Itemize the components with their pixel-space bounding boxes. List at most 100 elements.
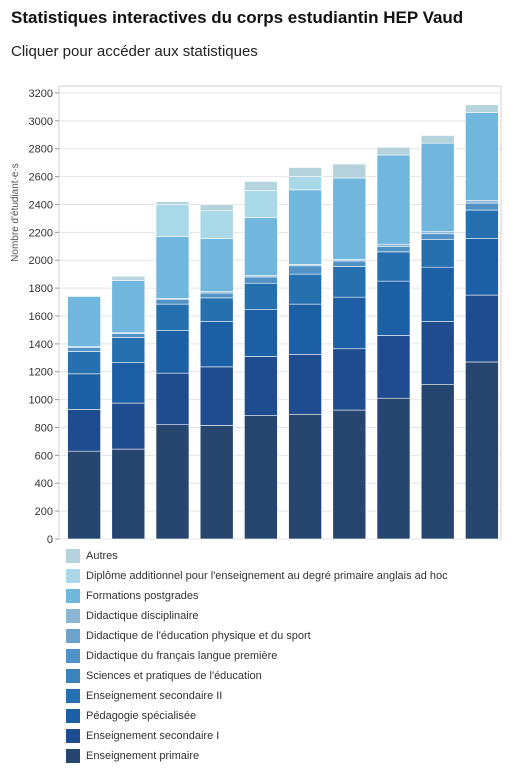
bar-segment[interactable]	[111, 362, 146, 404]
bar-segment[interactable]	[332, 163, 367, 179]
bar-segment[interactable]	[155, 424, 190, 540]
bar-segment[interactable]	[244, 276, 278, 284]
bar-segment[interactable]	[199, 204, 234, 212]
bar-segment[interactable]	[244, 190, 278, 219]
legend-item[interactable]: Enseignement secondaire I	[66, 726, 448, 746]
bar-segment[interactable]	[155, 201, 190, 205]
legend-item[interactable]: Enseignement secondaire II	[66, 686, 448, 706]
bar-segment[interactable]	[376, 280, 411, 336]
bar-segment[interactable]	[155, 372, 190, 426]
bar-segment[interactable]	[465, 202, 499, 211]
bar-segment[interactable]	[111, 448, 146, 540]
bar-segment[interactable]	[332, 348, 367, 411]
legend-item[interactable]: Formations postgrades	[66, 586, 448, 606]
bar-segment[interactable]	[465, 294, 499, 363]
bar-segment[interactable]	[465, 209, 499, 239]
legend-swatch	[66, 649, 80, 663]
bar-segment[interactable]	[199, 297, 234, 322]
bar-segment[interactable]	[288, 167, 322, 177]
bar-segment[interactable]	[155, 204, 190, 237]
bar-segment[interactable]	[199, 425, 234, 540]
bar-segment[interactable]	[67, 409, 101, 452]
bar-segment[interactable]	[111, 337, 146, 363]
bar-segment[interactable]	[465, 112, 499, 201]
bar-segment[interactable]	[67, 373, 101, 410]
bar-segment[interactable]	[111, 402, 146, 450]
legend-item[interactable]: Pédagogie spécialisée	[66, 706, 448, 726]
bar-segment[interactable]	[155, 303, 190, 331]
bar-segment[interactable]	[244, 181, 278, 191]
legend-item[interactable]: Didactique de l'éducation physique et du…	[66, 626, 448, 646]
bar-segment[interactable]	[420, 321, 455, 385]
bar-segment[interactable]	[244, 309, 278, 357]
legend-swatch	[66, 669, 80, 683]
legend-item[interactable]: Enseignement primaire	[66, 746, 448, 766]
legend-item[interactable]: Didactique disciplinaire	[66, 606, 448, 626]
legend-item[interactable]: Autres	[66, 546, 448, 566]
bar-segment[interactable]	[288, 189, 322, 265]
bar-segment[interactable]	[420, 233, 455, 240]
y-tick-label: 3200	[29, 88, 53, 100]
bar-segment[interactable]	[376, 245, 411, 253]
bar-segment[interactable]	[199, 292, 234, 299]
bar-segment[interactable]	[288, 176, 322, 191]
bar-segment[interactable]	[67, 351, 101, 375]
bar-segment[interactable]	[155, 330, 190, 374]
bar-segment[interactable]	[155, 298, 190, 305]
bar-segment[interactable]	[465, 104, 499, 113]
bar-segment[interactable]	[199, 321, 234, 368]
bar-segment[interactable]	[332, 296, 367, 350]
bar-segment[interactable]	[332, 260, 367, 267]
bar-segment[interactable]	[288, 265, 322, 275]
bar-segment[interactable]	[376, 335, 411, 399]
bar-segment[interactable]	[155, 236, 190, 299]
bar-segment[interactable]	[67, 347, 101, 352]
bar-segment[interactable]	[199, 238, 234, 292]
bar-segment[interactable]	[244, 282, 278, 311]
bar-segment[interactable]	[199, 210, 234, 239]
bar-segment[interactable]	[376, 243, 411, 247]
bar-segment[interactable]	[465, 199, 499, 204]
bar-segment[interactable]	[67, 296, 101, 347]
legend-swatch	[66, 689, 80, 703]
bar-segment[interactable]	[420, 383, 455, 540]
bar-segment[interactable]	[288, 354, 322, 415]
stacked-bar-chart[interactable]: 0 200 400 600 800 1000 1200 1400 1600 1800 2000 220…	[0, 0, 514, 545]
bar-segment[interactable]	[332, 266, 367, 298]
bar-segment[interactable]	[420, 231, 455, 235]
bar-segment[interactable]	[420, 239, 455, 268]
bar-segment[interactable]	[465, 238, 499, 296]
bar-segment[interactable]	[420, 142, 455, 232]
bar-segment[interactable]	[244, 217, 278, 276]
bar-segment[interactable]	[376, 251, 411, 282]
legend-item[interactable]: Didactique du français langue première	[66, 646, 448, 666]
bar-segment[interactable]	[376, 154, 411, 245]
page-subtitle[interactable]: Cliquer pour accéder aux statistiques	[11, 43, 258, 60]
y-tick-label: 1600	[29, 311, 53, 323]
bar-segment[interactable]	[244, 415, 278, 540]
y-tick-label: 1800	[29, 283, 53, 295]
bar-segment[interactable]	[111, 333, 146, 338]
bar-segment[interactable]	[111, 275, 146, 281]
legend-item[interactable]: Sciences et pratiques de l'éducation	[66, 666, 448, 686]
bar-segment[interactable]	[111, 280, 146, 334]
bar-segment[interactable]	[332, 409, 367, 540]
legend-swatch	[66, 549, 80, 563]
bar-segment[interactable]	[288, 273, 322, 305]
bar-segment[interactable]	[67, 450, 101, 540]
legend-label: Autres	[86, 550, 118, 562]
bar-segment[interactable]	[288, 413, 322, 540]
bar-segment[interactable]	[244, 356, 278, 416]
bar-segment[interactable]	[420, 135, 455, 144]
bar-segment[interactable]	[332, 177, 367, 260]
bar-segment[interactable]	[376, 397, 411, 540]
bar-segment[interactable]	[465, 361, 499, 540]
bar-segment[interactable]	[288, 303, 322, 355]
bar-segment[interactable]	[199, 366, 234, 426]
page-title: Statistiques interactives du corps estud…	[11, 8, 464, 27]
legend-label: Enseignement secondaire II	[86, 690, 223, 702]
bar-segment[interactable]	[420, 266, 455, 322]
y-tick-label: 1400	[29, 339, 53, 351]
bar-segment[interactable]	[376, 147, 411, 156]
legend-item[interactable]: Diplôme additionnel pour l'enseignement …	[66, 566, 448, 586]
